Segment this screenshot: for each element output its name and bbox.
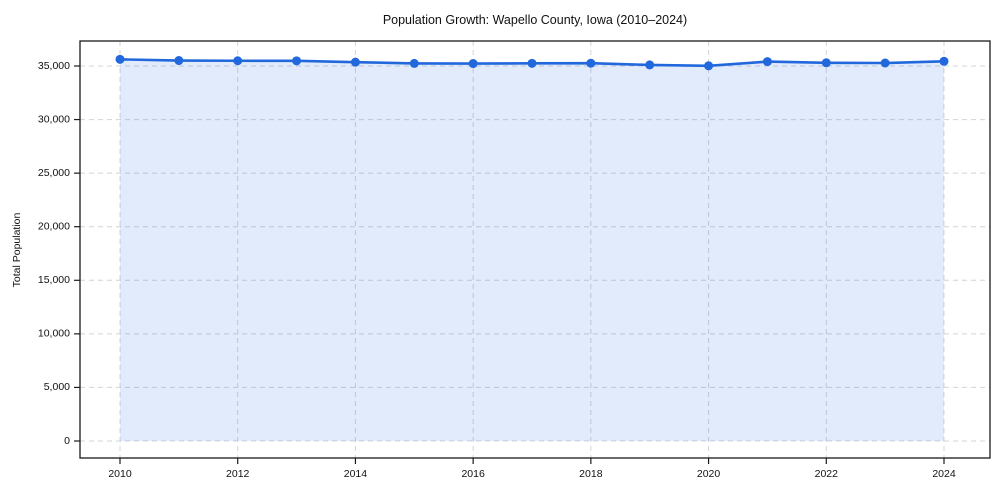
y-axis-label: Total Population <box>11 212 23 288</box>
y-tick-label-15000: 15,000 <box>38 274 70 286</box>
x-tick-label-2012: 2012 <box>226 468 250 480</box>
data-point-2022 <box>821 58 831 68</box>
data-point-2024 <box>939 56 949 66</box>
data-point-2010 <box>115 54 125 64</box>
data-point-2012 <box>233 56 243 66</box>
data-point-2016 <box>468 59 478 69</box>
x-tick-label-2022: 2022 <box>815 468 839 480</box>
data-point-2020 <box>704 61 714 71</box>
y-tick-label-25000: 25,000 <box>38 167 70 179</box>
data-point-2011 <box>174 56 184 66</box>
series-layer <box>115 54 949 442</box>
chart-title: Population Growth: Wapello County, Iowa … <box>382 13 688 27</box>
x-tick-label-2018: 2018 <box>579 468 603 480</box>
area-fill <box>120 59 944 442</box>
data-point-2014 <box>350 57 360 67</box>
y-tick-label-0: 0 <box>64 435 70 447</box>
y-tick-label-5000: 5,000 <box>44 381 70 393</box>
x-tick-label-2016: 2016 <box>461 468 485 480</box>
plot-border <box>79 40 991 459</box>
data-point-2015 <box>409 58 419 68</box>
data-point-2019 <box>645 60 655 70</box>
x-tick-label-2020: 2020 <box>697 468 721 480</box>
x-tick-label-2014: 2014 <box>344 468 368 480</box>
data-point-2021 <box>762 57 772 67</box>
x-tick-label-2024: 2024 <box>932 468 956 480</box>
y-tick-label-30000: 30,000 <box>38 113 70 125</box>
data-point-2017 <box>527 58 537 68</box>
data-point-2018 <box>586 58 596 68</box>
data-point-2013 <box>292 56 302 66</box>
y-tick-label-20000: 20,000 <box>38 220 70 232</box>
data-point-2023 <box>880 58 890 68</box>
x-tick-label-2010: 2010 <box>108 468 132 480</box>
y-tick-label-10000: 10,000 <box>38 328 70 340</box>
y-tick-label-35000: 35,000 <box>38 60 70 72</box>
axis-layer: 0 5,000 10,000 15,000 20,000 25,000 30,000 35,0… <box>38 40 991 480</box>
grid-layer <box>80 41 990 458</box>
